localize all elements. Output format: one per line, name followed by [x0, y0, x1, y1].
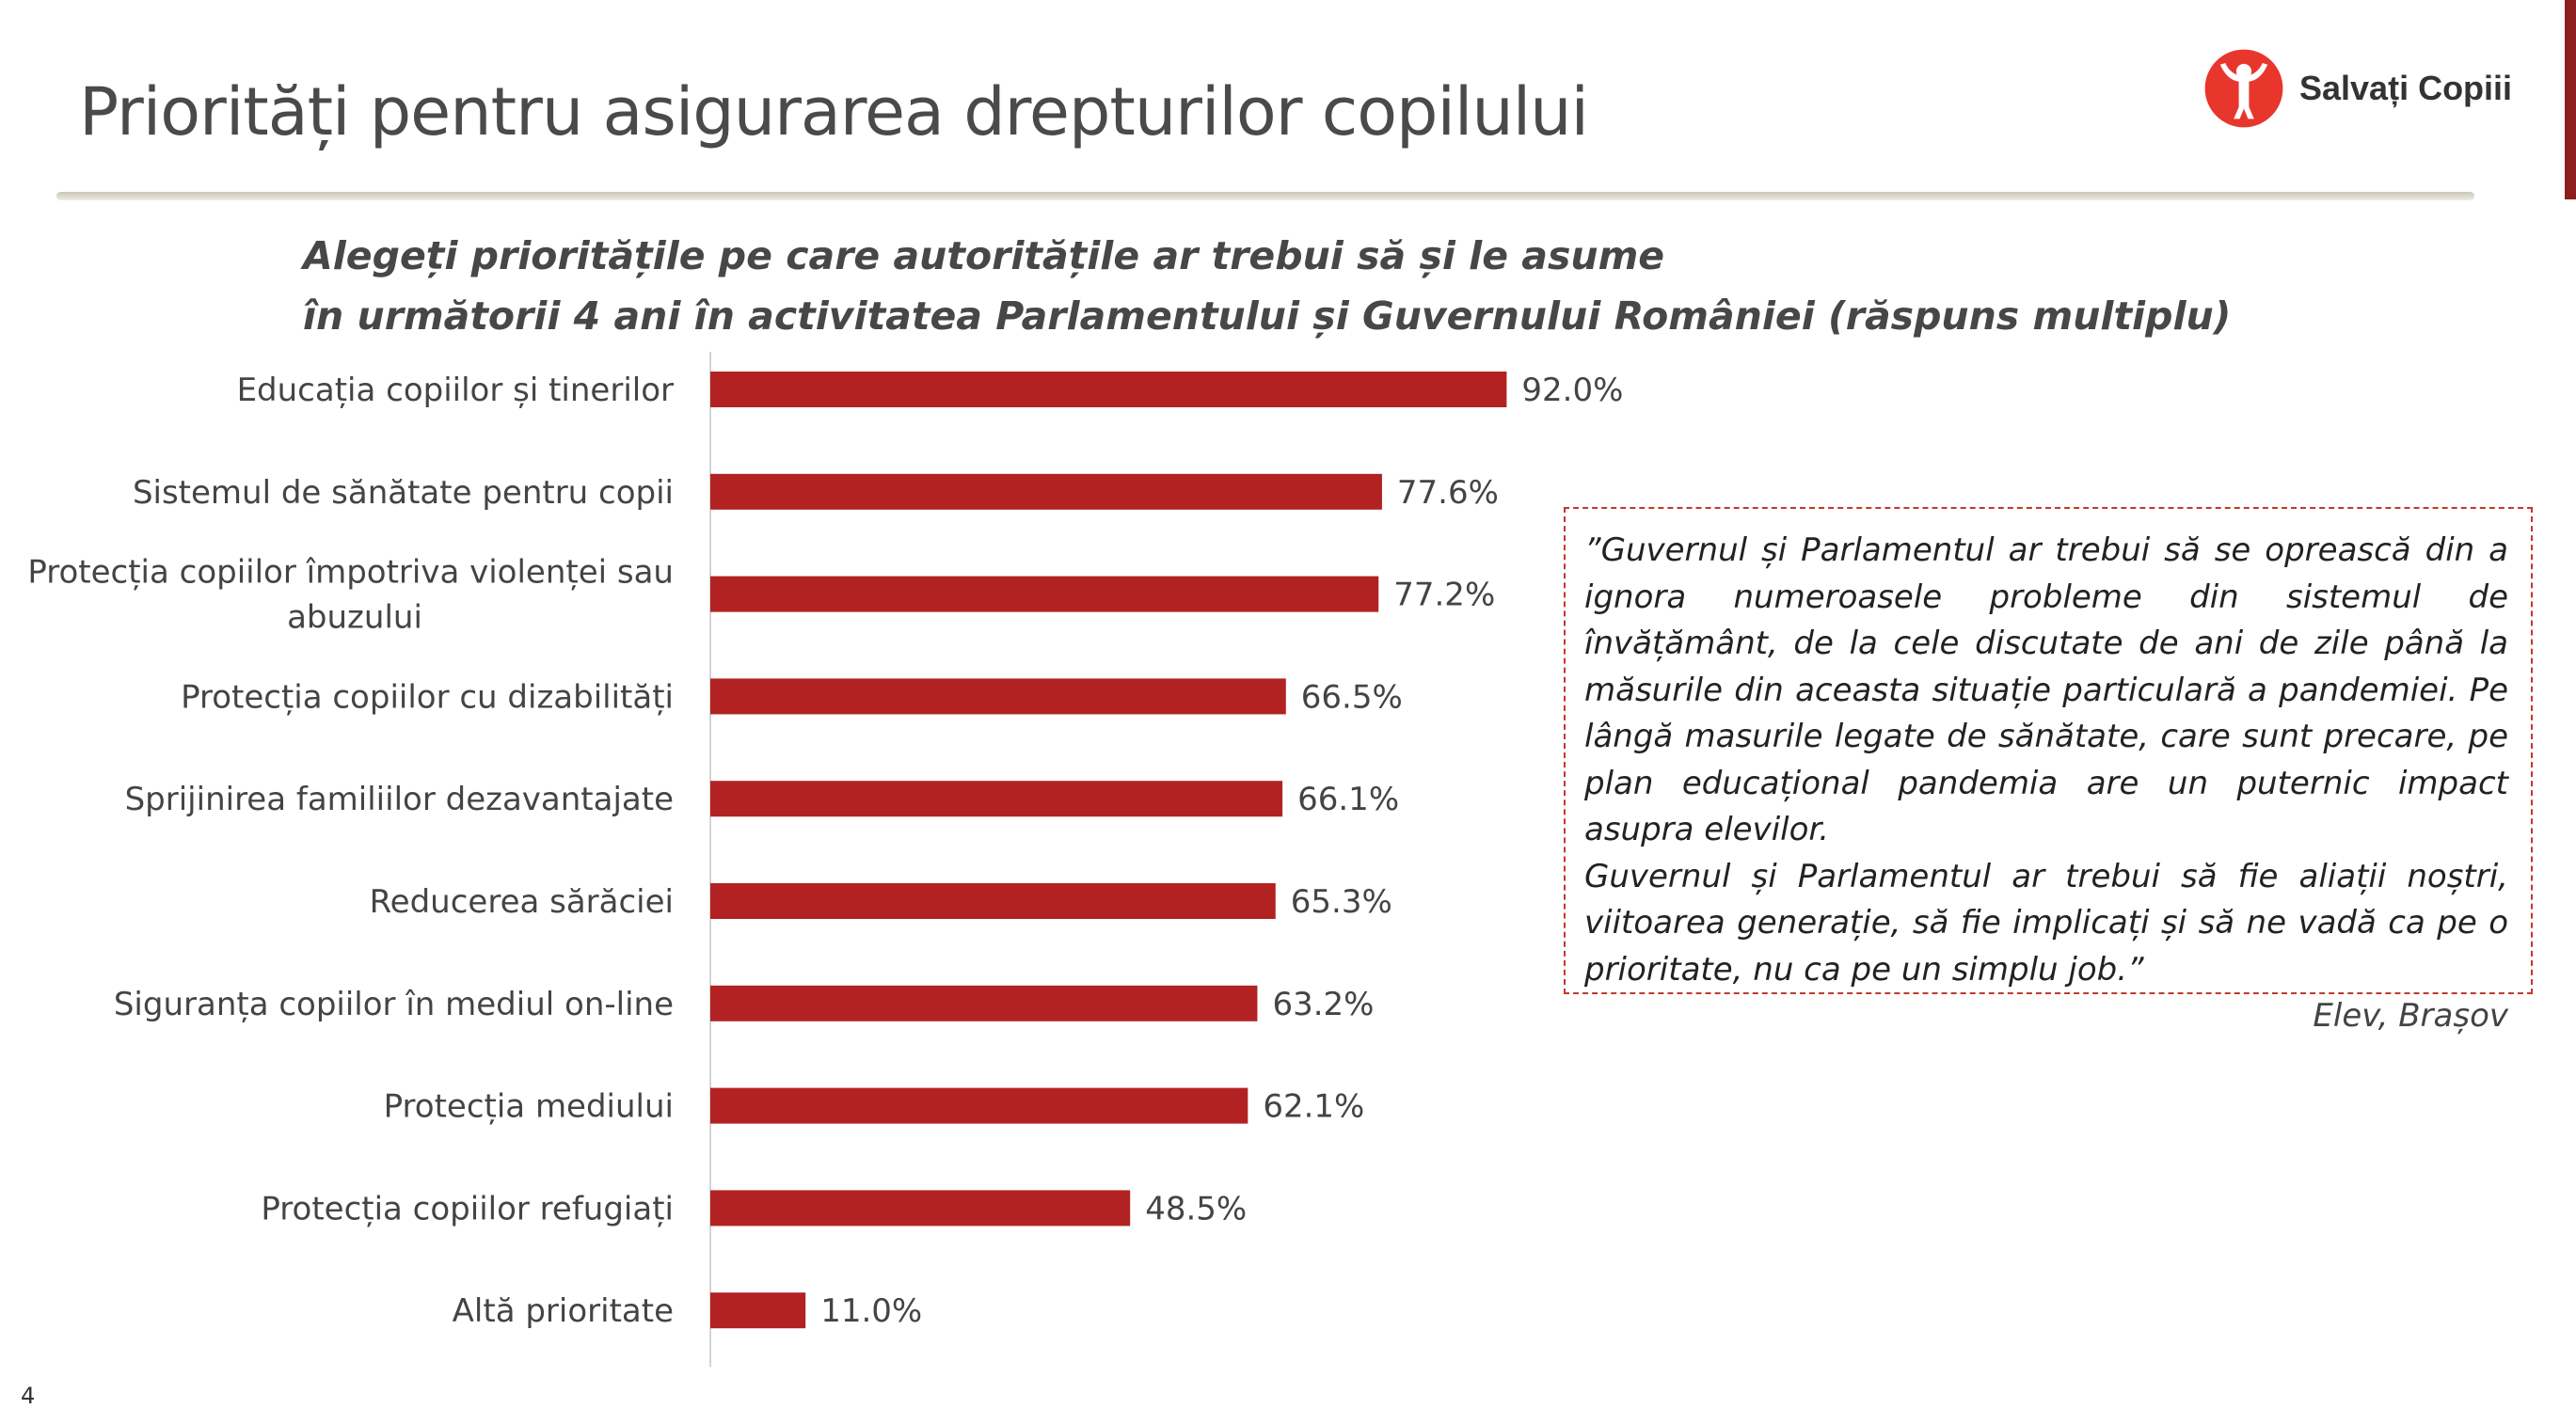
bar-5: [710, 883, 1276, 919]
priorities-bar-chart: 92.0% Educația copiilor și tinerilor 77.6%…: [27, 352, 1623, 1368]
slide-title: Priorități pentru asigurarea drepturilor…: [79, 73, 1589, 150]
logo-text: Salvați Copiii: [2299, 69, 2513, 107]
value-label-1: 77.6%: [1397, 474, 1499, 512]
value-label-4: 66.1%: [1297, 781, 1399, 818]
value-label-9: 11.0%: [820, 1292, 922, 1330]
right-edge-stripe: [2565, 0, 2576, 199]
category-label-9: Altă prioritate: [453, 1292, 674, 1330]
chart-title-line-1: Alegeți prioritățile pe care autoritățil…: [303, 233, 1665, 278]
value-label-6: 63.2%: [1272, 986, 1374, 1023]
bar-7: [710, 1087, 1248, 1124]
category-label-2-line-0: Protecția copiilor împotriva violenței s…: [27, 554, 674, 592]
value-label-7: 62.1%: [1263, 1088, 1364, 1126]
bar-6: [710, 985, 1258, 1021]
bar-4: [710, 781, 1283, 817]
salvati-copiii-logo: Salvați Copiii: [2202, 45, 2512, 132]
value-label-3: 66.5%: [1301, 678, 1403, 716]
quote-author: Elev, Brașov: [2313, 997, 2508, 1035]
bar-0: [710, 372, 1507, 407]
category-label-7: Protecția mediului: [384, 1088, 674, 1126]
quote-box: ”Guvernul și Parlamentul ar trebui să se…: [1564, 507, 2533, 1035]
category-label-4: Sprijinirea familiilor dezavantajate: [125, 781, 674, 818]
quote-text-continued: Guvernul și Parlamentul ar trebui să fie…: [1584, 857, 2508, 989]
chart-title: Alegeți prioritățile pe care autoritățil…: [303, 226, 2231, 346]
quote-text: ”Guvernul și Parlamentul ar trebui să se…: [1584, 531, 2508, 848]
category-label-3: Protecția copiilor cu dizabilități: [181, 678, 674, 716]
page-number: 4: [21, 1383, 36, 1409]
category-label-6: Siguranța copiilor în mediul on-line: [114, 986, 674, 1023]
bar-3: [710, 678, 1286, 715]
bar-8: [710, 1190, 1131, 1227]
child-figure-logo-icon: [2204, 49, 2283, 128]
category-label-0: Educația copiilor și tinerilor: [237, 372, 674, 409]
chart-title-line-2: în următorii 4 ani în activitatea Parlam…: [303, 293, 2232, 339]
category-label-2-line-1: abuzului: [287, 599, 422, 637]
title-divider: [56, 192, 2474, 200]
bar-1: [710, 473, 1382, 510]
bar-9: [710, 1292, 806, 1329]
category-label-1: Sistemul de sănătate pentru copii: [133, 474, 674, 512]
value-label-2: 77.2%: [1393, 577, 1495, 614]
category-label-8: Protecția copiilor refugiați: [261, 1190, 674, 1227]
category-label-5: Reducerea sărăciei: [370, 883, 674, 921]
value-label-5: 65.3%: [1291, 883, 1392, 921]
value-label-8: 48.5%: [1145, 1190, 1247, 1227]
bar-2: [710, 576, 1379, 612]
value-label-0: 92.0%: [1521, 372, 1623, 409]
